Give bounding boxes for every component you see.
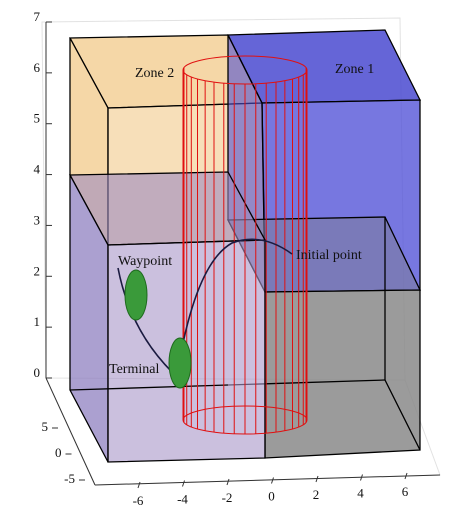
annotation: Zone 2 [135,66,174,81]
terminal-ellipsoid [168,337,192,389]
z-tick-label: 5 [34,111,41,126]
z-tick-label: 7 [34,9,41,24]
x-tick-label: 0 [268,488,275,503]
x-tick-label: 6 [402,484,409,499]
annotation: Zone 1 [335,62,374,77]
y-tick-label: 0 [55,445,62,460]
x-tick-label: -4 [177,491,188,506]
y-tick-label: -5 [64,471,75,486]
annotation: Waypoint [118,254,172,269]
z-tick-label: 4 [34,162,41,177]
annotation: Initial point [296,248,362,263]
waypoint-ellipsoid [124,269,148,321]
z-tick-label: 0 [34,365,41,380]
lower-left-box [68,171,267,463]
x-tick [404,472,408,480]
z-tick-label: 3 [34,212,41,227]
axes [45,22,441,486]
x-tick [315,475,319,483]
z-tick-label: 6 [34,60,41,75]
x-tick [226,478,230,486]
trajectory [117,238,293,373]
x-tick [137,481,141,489]
x-tick-label: -6 [133,493,144,508]
y-tick-label: 5 [42,419,49,434]
z-tick-label: 2 [34,263,41,278]
x-tick [182,480,185,487]
x-tick [360,474,363,481]
x-tick-label: 4 [357,485,364,500]
x-tick-label: 2 [313,487,320,502]
annotation: Terminal [109,362,159,377]
x-tick [271,477,274,484]
z-tick-label: 1 [34,314,41,329]
x-tick-label: -2 [222,490,233,505]
